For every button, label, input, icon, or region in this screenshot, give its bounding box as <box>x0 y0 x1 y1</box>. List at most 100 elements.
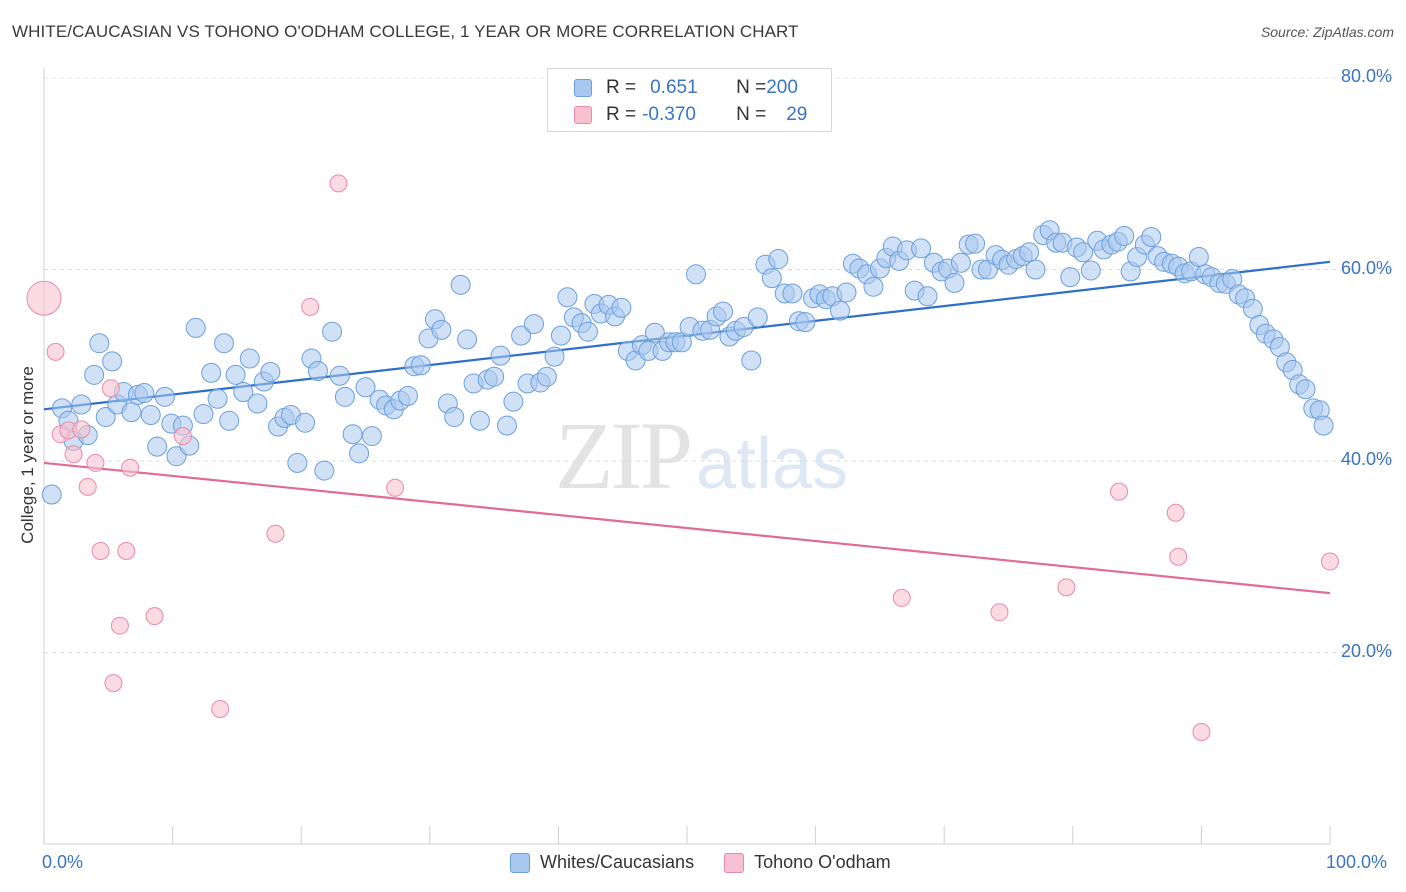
chart-title: WHITE/CAUCASIAN VS TOHONO O'ODHAM COLLEG… <box>12 22 799 41</box>
white-caucasian-point <box>523 314 544 335</box>
r-label: R = <box>606 77 637 98</box>
white-caucasian-point <box>1073 242 1094 263</box>
tohono-oodham-point <box>990 603 1009 622</box>
white-caucasian-point <box>550 325 571 346</box>
whites-legend-swatch <box>510 852 530 873</box>
tohono-oodham-point <box>86 453 105 472</box>
tohono-oodham-point <box>110 616 129 635</box>
legend-label-whites: Whites/Caucasians <box>540 852 695 872</box>
tohono-oodham-point <box>892 588 911 607</box>
x-tick-label-min: 0.0% <box>42 852 84 872</box>
white-caucasian-point <box>349 443 370 464</box>
tohono-oodham-point <box>1057 578 1076 597</box>
white-caucasian-point <box>761 268 782 289</box>
axes <box>43 68 1331 845</box>
white-caucasian-point <box>469 410 490 431</box>
white-caucasian-point <box>84 364 105 385</box>
stats-legend: R = 0.651 N = 200 R = -0.370 N = 29 <box>547 68 832 132</box>
white-caucasian-point <box>544 346 565 367</box>
white-caucasian-point <box>322 321 343 342</box>
white-caucasian-point <box>611 297 632 318</box>
legend-item-whites: Whites/Caucasians <box>510 852 694 873</box>
white-caucasian-point <box>185 317 206 338</box>
white-caucasian-point <box>713 301 734 322</box>
tohono-oodham-point <box>301 297 320 316</box>
white-caucasian-point <box>239 348 260 369</box>
white-caucasian-point <box>247 393 268 414</box>
white-caucasian-point <box>863 276 884 297</box>
white-caucasian-point <box>733 316 754 337</box>
white-caucasian-point <box>686 264 707 285</box>
n-value: 29 <box>786 104 808 125</box>
white-caucasian-point <box>89 333 110 354</box>
white-caucasian-point <box>830 300 851 321</box>
white-caucasian-point <box>944 272 965 293</box>
white-caucasian-point <box>193 404 214 425</box>
r-value: 0.651 <box>650 77 698 98</box>
white-caucasian-point <box>314 460 335 481</box>
white-caucasian-point <box>490 345 511 366</box>
source-label: Source: ZipAtlas.com <box>1260 24 1394 40</box>
n-label: N = <box>736 104 767 125</box>
n-label: N = <box>736 77 767 98</box>
white-caucasian-point <box>836 282 857 303</box>
tohono-oodham-point <box>91 542 110 561</box>
white-caucasian-point <box>154 386 175 407</box>
white-caucasian-point <box>140 405 161 426</box>
white-caucasian-point <box>134 383 155 404</box>
watermark-zip: ZIP <box>555 402 693 509</box>
white-caucasian-point <box>1019 242 1040 263</box>
white-caucasian-point <box>577 321 598 342</box>
white-caucasian-point <box>644 322 665 343</box>
white-caucasian-point <box>450 274 471 295</box>
y-tick-label: 40.0% <box>1340 449 1392 469</box>
tohono-oodham-point <box>78 477 97 496</box>
y-tick-label: 80.0% <box>1340 66 1392 86</box>
tohono-oodham-point <box>72 420 91 439</box>
tohono-swatch <box>574 106 592 124</box>
white-caucasian-point <box>1025 259 1046 280</box>
y-axis-label: College, 1 year or more <box>18 366 37 544</box>
tohono-oodham-point <box>1110 482 1129 501</box>
white-caucasian-point <box>95 406 116 427</box>
white-caucasian-point <box>334 386 355 407</box>
white-caucasian-point <box>795 312 816 333</box>
white-caucasian-point <box>747 307 768 328</box>
white-caucasian-point <box>295 412 316 433</box>
white-caucasian-point <box>233 382 254 403</box>
white-caucasian-point <box>361 426 382 447</box>
white-caucasian-point <box>207 388 228 409</box>
tohono-oodham-point <box>1166 503 1185 522</box>
tohono-oodham-point <box>26 280 62 316</box>
whites-swatch <box>574 79 592 97</box>
white-caucasian-point <box>484 366 505 387</box>
tohono-oodham-point <box>266 524 285 543</box>
white-caucasian-point <box>307 360 328 381</box>
white-caucasian-point <box>397 385 418 406</box>
tohono-oodham-point <box>46 342 65 361</box>
white-caucasian-point <box>41 484 62 505</box>
white-caucasian-point <box>147 436 168 457</box>
tohono-oodham-point <box>1192 722 1211 741</box>
white-caucasian-point <box>511 325 532 346</box>
white-caucasian-point <box>260 361 281 382</box>
white-caucasian-point <box>1188 247 1209 268</box>
watermark-atlas: atlas <box>696 424 849 504</box>
tohono-oodham-point <box>117 542 136 561</box>
stats-row-whites: R = 0.651 N = 200 <box>574 77 798 99</box>
white-caucasian-point <box>1313 415 1334 436</box>
white-caucasian-point <box>1060 267 1081 288</box>
white-caucasian-point <box>355 377 376 398</box>
white-caucasian-point <box>917 286 938 307</box>
tohono-oodham-point <box>211 699 230 718</box>
tohono-oodham-point <box>173 427 192 446</box>
white-caucasian-point <box>503 391 524 412</box>
tohono-oodham-point <box>101 379 120 398</box>
white-caucasian-point <box>557 287 578 308</box>
data-points <box>26 174 1339 741</box>
white-caucasian-point <box>287 452 308 473</box>
y-tick-label: 20.0% <box>1340 640 1392 661</box>
white-caucasian-point <box>1141 226 1162 247</box>
tohono-oodham-point <box>1169 547 1188 566</box>
legend-label-tohono: Tohono O'odham <box>754 852 891 872</box>
